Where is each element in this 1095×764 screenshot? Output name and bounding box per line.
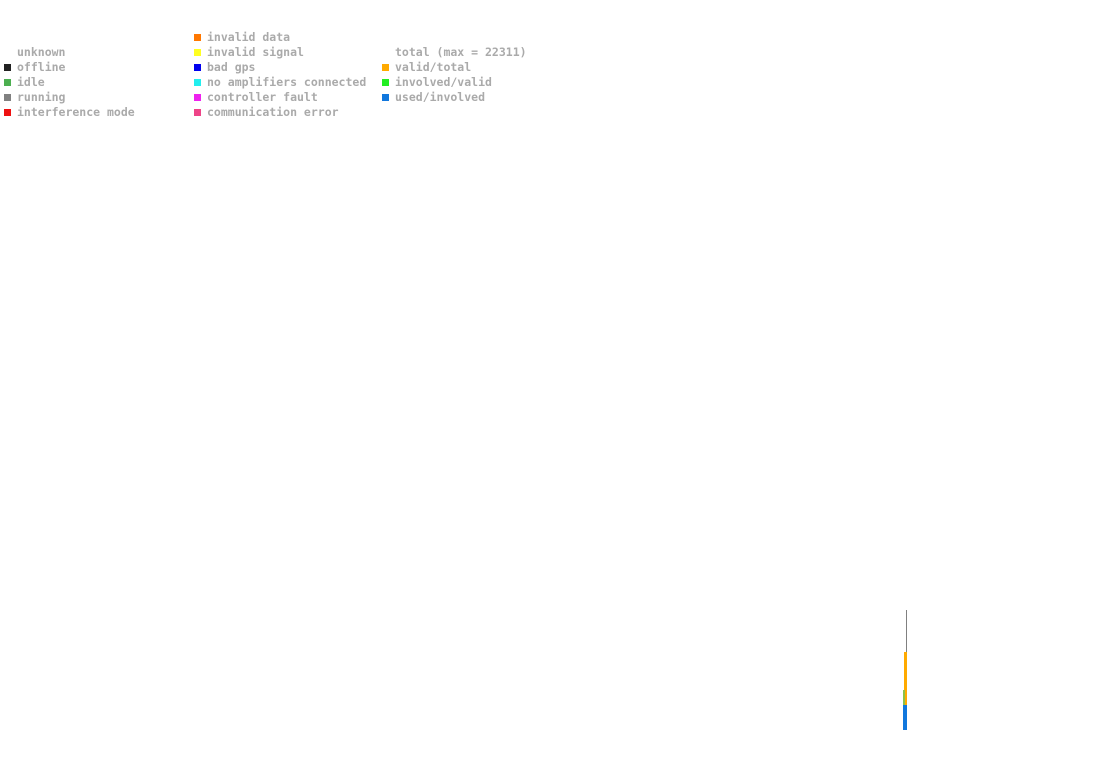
- bar-involved: [903, 690, 905, 730]
- legend-swatch: [194, 49, 201, 56]
- legend-swatch: [194, 79, 201, 86]
- legend-label: unknown: [17, 45, 66, 59]
- legend-swatch: [194, 109, 201, 116]
- legend-label: idle: [17, 75, 45, 89]
- legend-label: communication error: [207, 105, 339, 119]
- legend-label: offline: [17, 60, 66, 74]
- legend-label: valid/total: [395, 60, 472, 74]
- legend-swatch: [382, 94, 389, 101]
- legend-swatch: [194, 34, 201, 41]
- legend-swatch: [4, 64, 11, 71]
- legend-swatch: [4, 94, 11, 101]
- legend-swatch: [382, 64, 389, 71]
- legend-swatch: [194, 94, 201, 101]
- legend-label: invalid data: [207, 30, 291, 44]
- bar-valid: [904, 652, 907, 730]
- legend-swatch: [382, 79, 389, 86]
- legend-label: interference mode: [17, 105, 135, 119]
- legend-swatch: [4, 109, 11, 116]
- legend-label: invalid signal: [207, 45, 304, 59]
- bar-used: [903, 705, 907, 730]
- legend-label: controller fault: [207, 90, 318, 104]
- legend-label: used/involved: [395, 90, 486, 104]
- legend-swatch: [194, 64, 201, 71]
- legend-label: total (max = 22311): [395, 45, 527, 59]
- legend-label: running: [17, 90, 66, 104]
- legend-label: involved/valid: [395, 75, 492, 89]
- legend-swatch: [4, 79, 11, 86]
- legend-label: no amplifiers connected: [207, 75, 367, 89]
- legend-label: bad gps: [207, 60, 256, 74]
